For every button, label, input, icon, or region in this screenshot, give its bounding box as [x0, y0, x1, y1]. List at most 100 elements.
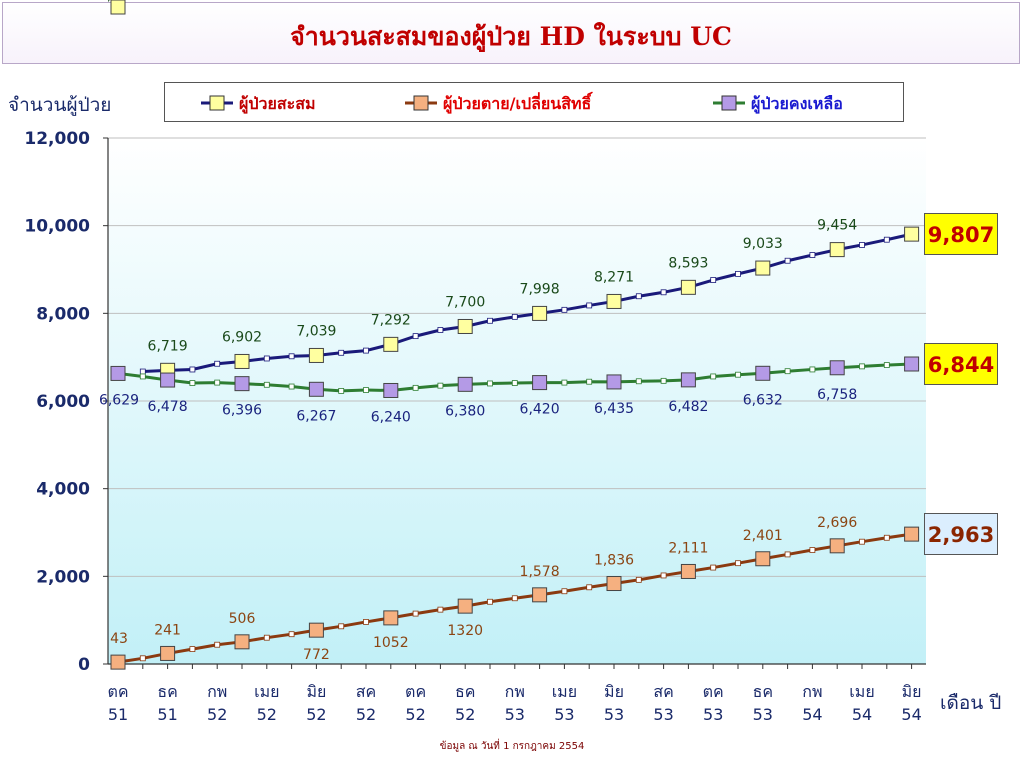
data-label-deceased: 1,836 — [594, 553, 634, 569]
big-marker-deceased — [308, 622, 324, 638]
data-point-remaining — [139, 373, 146, 380]
page-title: จำนวนสะสมของผู้ป่วย HD ในระบบ UC — [290, 22, 732, 51]
x-tick-label-month: ตค — [107, 682, 128, 701]
data-label-cumulative: 9,033 — [743, 236, 783, 252]
big-marker-deceased — [680, 563, 696, 579]
data-point-remaining — [784, 368, 791, 375]
data-point-remaining — [710, 373, 717, 380]
big-marker-cumulative — [110, 0, 126, 15]
data-label-remaining: 6,629 — [99, 392, 139, 408]
data-point-remaining — [586, 378, 593, 385]
data-point-deceased — [412, 610, 419, 617]
data-point-remaining — [412, 384, 419, 391]
y-tick-label: 2,000 — [36, 567, 90, 587]
data-point-cumulative — [139, 368, 146, 375]
x-tick-label-month: กพ — [505, 682, 525, 701]
big-marker-cumulative — [457, 318, 473, 334]
y-tick-label: 4,000 — [36, 480, 90, 500]
big-marker-remaining — [383, 382, 399, 398]
title-box: จำนวนสะสมของผู้ป่วย HD ในระบบ UC — [2, 2, 1020, 64]
data-label-remaining: 6,380 — [445, 403, 485, 419]
data-label-cumulative: 7,292 — [371, 312, 411, 328]
big-marker-cumulative — [606, 293, 622, 309]
data-point-cumulative — [660, 289, 667, 296]
big-marker-cumulative — [680, 279, 696, 295]
end-marker-deceased — [904, 526, 920, 542]
big-marker-remaining — [308, 381, 324, 397]
footnote: ข้อมูล ณ วันที่ 1 กรกฎาคม 2554 — [439, 741, 585, 752]
data-point-cumulative — [338, 349, 345, 356]
x-tick-label-month: เมย — [552, 682, 577, 701]
legend-label-remaining: ผู้ป่วยคงเหลือ — [751, 94, 843, 113]
x-tick-label-year: 53 — [703, 705, 723, 724]
data-point-deceased — [561, 588, 568, 595]
y-tick-label: 0 — [78, 655, 90, 675]
big-marker-deceased — [532, 587, 548, 603]
big-marker-cumulative — [234, 353, 250, 369]
data-point-cumulative — [437, 327, 444, 333]
data-point-cumulative — [586, 302, 593, 309]
x-tick-label-year: 53 — [653, 705, 673, 724]
data-point-deceased — [139, 655, 146, 662]
data-point-deceased — [586, 584, 593, 591]
data-label-remaining: 6,632 — [743, 392, 783, 408]
data-point-cumulative — [189, 366, 196, 373]
data-point-cumulative — [635, 293, 642, 300]
data-label-remaining: 6,482 — [668, 399, 708, 415]
data-point-deceased — [338, 623, 345, 630]
big-marker-remaining — [457, 376, 473, 392]
x-tick-label-month: สค — [653, 682, 673, 701]
big-marker-cumulative — [532, 305, 548, 321]
data-point-deceased — [809, 547, 816, 553]
x-tick-label-month: มิย — [902, 682, 922, 701]
x-tick-label-year: 52 — [207, 705, 227, 724]
data-label-deceased: 1320 — [447, 623, 483, 639]
data-point-remaining — [214, 379, 221, 386]
data-point-remaining — [487, 380, 493, 387]
data-point-cumulative — [809, 252, 816, 258]
big-marker-deceased — [160, 645, 176, 661]
x-tick-label-year: 53 — [554, 705, 574, 724]
data-point-remaining — [635, 378, 642, 385]
x-tick-label-month: ธค — [157, 682, 177, 701]
data-point-cumulative — [412, 333, 419, 340]
x-tick-label-year: 53 — [753, 705, 773, 724]
x-tick-label-year: 54 — [852, 705, 872, 724]
end-marker-cumulative — [904, 226, 920, 242]
data-point-cumulative — [263, 355, 270, 362]
data-label-cumulative: 7,039 — [296, 323, 336, 339]
data-point-remaining — [809, 366, 816, 373]
data-label-cumulative: 7,700 — [445, 294, 485, 310]
y-tick-label: 12,000 — [24, 129, 90, 149]
x-tick-label-month: กพ — [802, 682, 822, 701]
data-point-remaining — [288, 383, 295, 390]
end-value-cumulative: 9,807 — [924, 213, 998, 255]
x-tick-label-month: มิย — [306, 682, 326, 701]
x-tick-label-year: 52 — [455, 705, 475, 724]
legend-marker-deceased — [405, 95, 437, 111]
data-point-cumulative — [883, 236, 890, 243]
x-tick-label-year: 54 — [901, 705, 921, 724]
big-marker-remaining — [110, 365, 126, 381]
data-point-remaining — [859, 363, 865, 370]
data-point-deceased — [635, 576, 642, 583]
end-marker-remaining — [904, 356, 920, 372]
x-tick-label-month: เมย — [849, 682, 874, 701]
x-tick-label-year: 52 — [257, 705, 277, 724]
x-tick-label-month: มิย — [604, 682, 624, 701]
legend-marker-cumulative — [201, 95, 233, 111]
data-label-deceased: 2,111 — [668, 540, 708, 556]
data-label-remaining: 6,240 — [371, 409, 411, 425]
x-tick-label-year: 54 — [802, 705, 822, 724]
big-marker-deceased — [234, 634, 250, 650]
data-point-remaining — [511, 380, 518, 386]
x-tick-label-year: 52 — [405, 705, 425, 724]
data-label-cumulative: 6,719 — [148, 338, 188, 354]
data-point-deceased — [784, 551, 791, 558]
data-label-deceased: 2,401 — [743, 528, 783, 544]
data-label-cumulative: 7,998 — [520, 281, 560, 297]
x-tick-label-year: 53 — [505, 705, 525, 724]
x-tick-label-month: สค — [356, 682, 376, 701]
data-label-remaining: 6,758 — [817, 387, 857, 403]
big-marker-remaining — [606, 374, 622, 390]
